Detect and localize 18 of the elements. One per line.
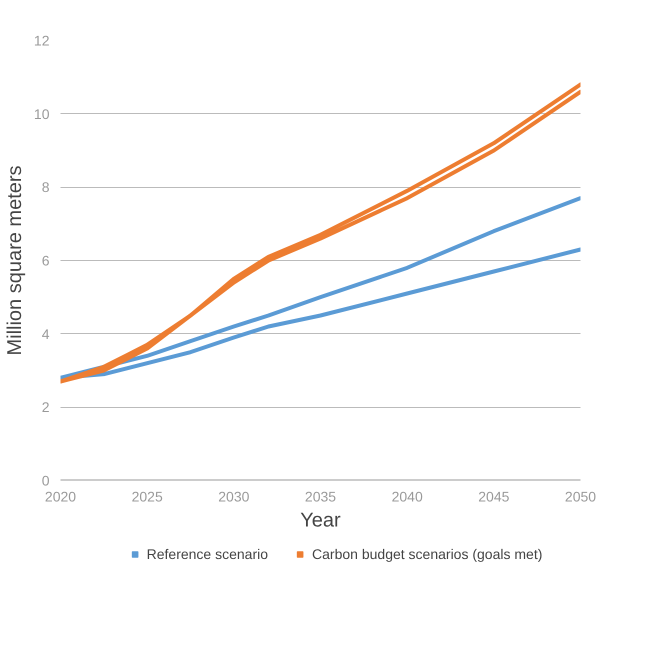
y-axis-title: Million square meters: [4, 165, 26, 356]
x-tick-label: 2030: [218, 488, 250, 504]
x-tick-label: 2045: [478, 488, 510, 504]
x-tick-label: 2050: [564, 488, 596, 504]
y-tick-label: 6: [42, 252, 50, 268]
x-tick-label: 2035: [304, 488, 336, 504]
x-tick-label: 2025: [132, 488, 163, 504]
x-tick-label: 2020: [44, 488, 76, 504]
x-tick-label: 2040: [392, 488, 423, 504]
y-tick-label: 10: [34, 106, 50, 122]
y-tick-label: 0: [42, 472, 50, 488]
y-tick-label: 4: [42, 326, 50, 342]
legend-label: Carbon budget scenarios (goals met): [312, 546, 542, 562]
legend-label: Reference scenario: [146, 546, 268, 562]
y-tick-label: 12: [34, 32, 50, 48]
x-axis-title: Year: [300, 510, 342, 532]
y-tick-label: 8: [42, 179, 50, 196]
y-tick-label: 2: [42, 399, 50, 416]
